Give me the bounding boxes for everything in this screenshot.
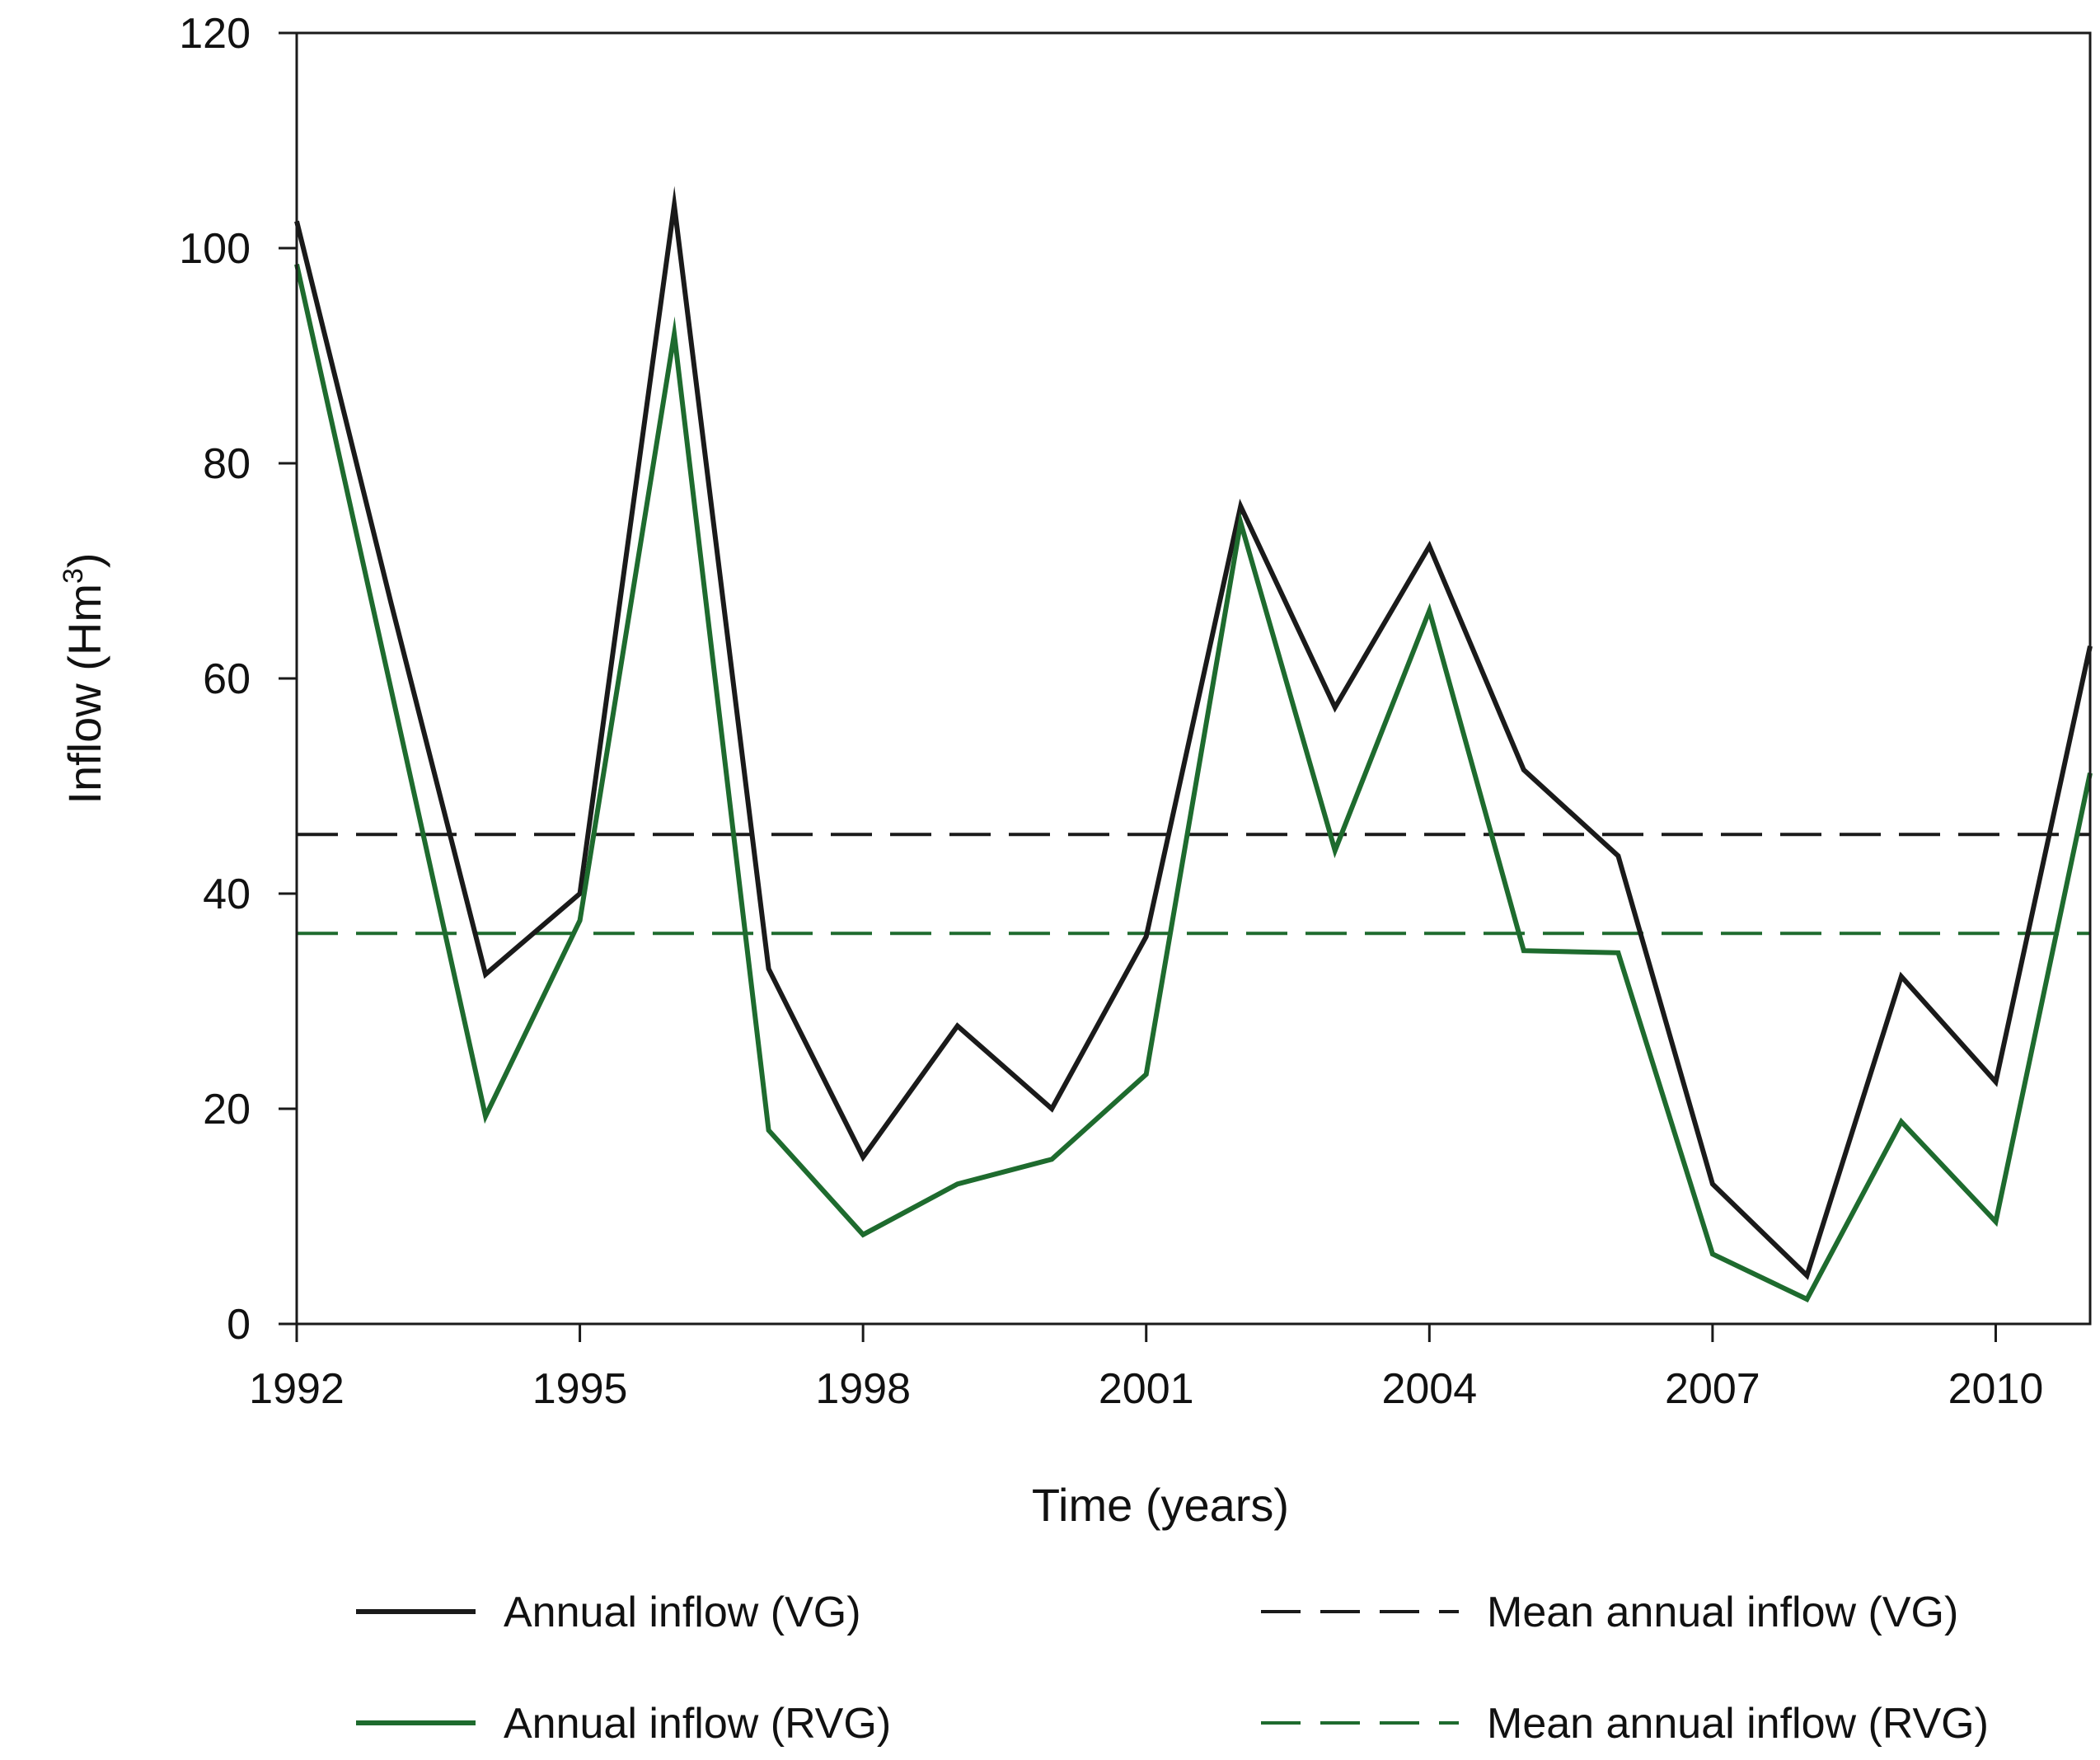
- legend-mean-rvg-label: Mean annual inflow (RVG): [1487, 1700, 1989, 1748]
- x-tick-label: 2007: [1665, 1365, 1760, 1413]
- legend-annual-vg-label: Annual inflow (VG): [504, 1589, 861, 1636]
- y-axis-title: Inflow (Hm3): [58, 552, 110, 804]
- x-axis: 1992 1995 1998 2001 2004 2007 2010: [249, 1324, 2043, 1413]
- x-tick-label: 2004: [1381, 1365, 1477, 1413]
- x-tick-label: 1998: [815, 1365, 911, 1413]
- series-lines: [294, 185, 2093, 1302]
- legend-annual-vg: Annual inflow (VG): [356, 1589, 861, 1636]
- legend-annual-rvg: Annual inflow (RVG): [356, 1700, 891, 1748]
- y-tick-label: 60: [203, 655, 251, 703]
- y-tick-label: 100: [179, 225, 251, 273]
- x-tick-label: 2001: [1099, 1365, 1194, 1413]
- legend-mean-vg: Mean annual inflow (VG): [1261, 1589, 1958, 1636]
- x-tick-label: 1992: [249, 1365, 345, 1413]
- x-tick-label: 1995: [532, 1365, 628, 1413]
- y-tick-label: 40: [203, 871, 251, 918]
- y-axis: 0 20 40 60 80 100 120: [179, 10, 297, 1349]
- y-axis-title-main: Inflow (Hm: [59, 584, 110, 805]
- y-axis-title-close: ): [59, 552, 110, 568]
- y-tick-label: 0: [227, 1301, 251, 1349]
- reference-lines: [297, 833, 2090, 936]
- legend: Annual inflow (VG) Mean annual inflow (VG…: [356, 1589, 1989, 1748]
- legend-annual-rvg-label: Annual inflow (RVG): [504, 1700, 891, 1748]
- y-axis-title-superscript: 3: [58, 568, 89, 584]
- legend-mean-vg-label: Mean annual inflow (VG): [1487, 1589, 1958, 1636]
- y-tick-label: 80: [203, 440, 251, 488]
- y-tick-label: 20: [203, 1086, 251, 1133]
- y-tick-label: 120: [179, 10, 251, 58]
- series-line-0: [294, 185, 2093, 1280]
- legend-mean-rvg: Mean annual inflow (RVG): [1261, 1700, 1989, 1748]
- x-tick-label: 2010: [1948, 1365, 2044, 1413]
- series-line-1: [294, 263, 2093, 1302]
- x-axis-title: Time (years): [1032, 1479, 1289, 1531]
- plot-frame: [295, 31, 2092, 1326]
